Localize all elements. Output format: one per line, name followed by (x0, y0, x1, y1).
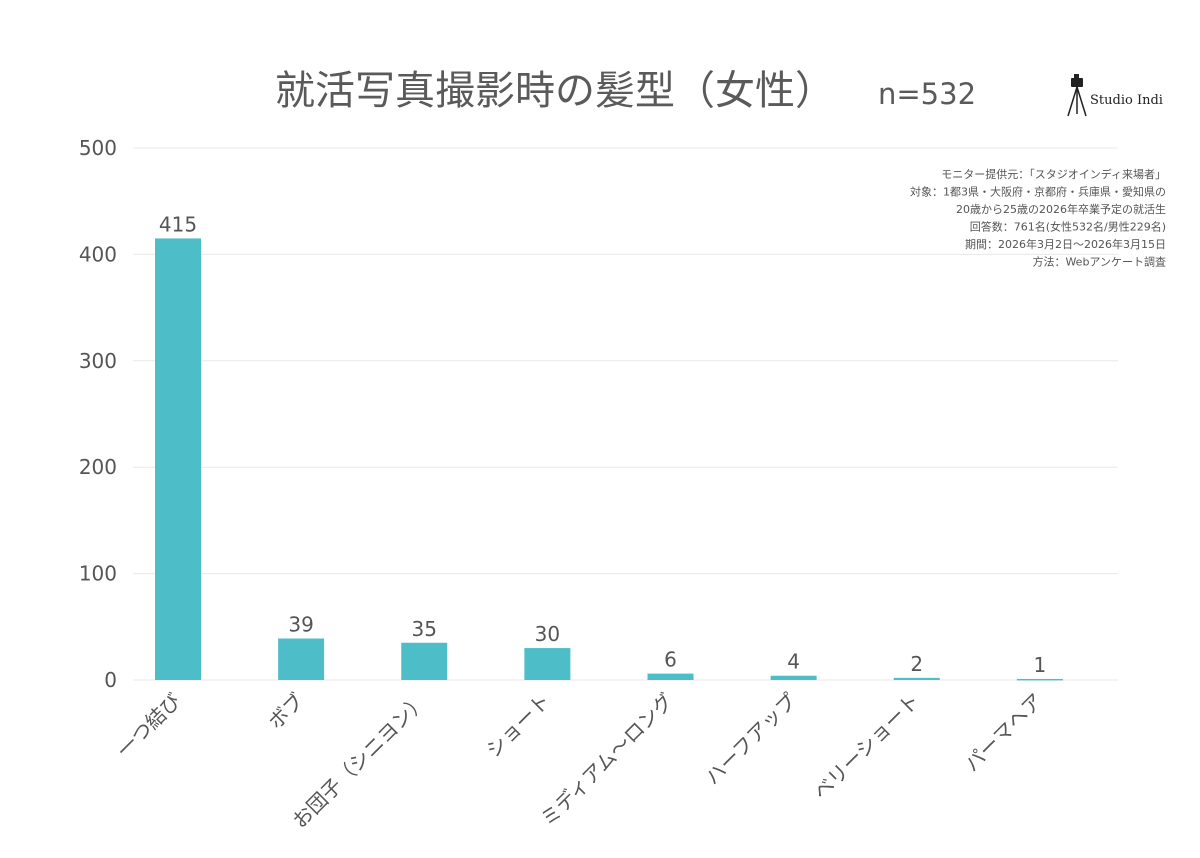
x-tick-label: お団子（シニヨン） (288, 689, 432, 833)
data-labels: 415 39 35 30 6 4 2 1 (159, 212, 1046, 676)
data-label: 39 (288, 613, 313, 637)
y-tick-label: 0 (104, 668, 117, 692)
survey-note-line: 回答数：761名(女性532名/男性229名) (970, 220, 1166, 234)
y-tick-label: 100 (79, 562, 117, 586)
bars (155, 238, 1063, 681)
logo: Studio Indi (1067, 74, 1163, 117)
survey-note-line: モニター提供元：「スタジオインディ来場者」 (941, 167, 1166, 181)
sample-size-label: n=532 (878, 77, 976, 111)
survey-note-line: 対象：1都3県・大阪府・京都府・兵庫県・愛知県の (910, 185, 1166, 199)
survey-note-line: 20歳から25歳の2026年卒業予定の就活生 (956, 202, 1166, 216)
y-tick-label: 500 (79, 136, 117, 160)
x-tick-label: ベリーショート (809, 689, 925, 805)
y-tick-label: 200 (79, 455, 117, 479)
data-label: 30 (535, 622, 560, 646)
data-label: 6 (664, 648, 677, 672)
bar (647, 673, 694, 680)
bar (524, 648, 571, 680)
bar (155, 238, 201, 680)
survey-note-line: 期間：2026年3月2日〜2026年3月15日 (965, 237, 1166, 251)
x-tick-label: 一つ結び (112, 689, 186, 763)
data-label: 35 (412, 617, 437, 641)
data-label: 415 (159, 212, 197, 236)
survey-note-line: 方法：Webアンケート調査 (1032, 255, 1166, 269)
y-axis-ticks: 0 100 200 300 400 500 (79, 136, 117, 692)
bar (278, 638, 325, 680)
bar (401, 642, 448, 680)
data-label: 2 (910, 652, 923, 676)
y-tick-label: 400 (79, 242, 117, 266)
logo-text: Studio Indi (1090, 93, 1163, 108)
x-tick-label: ハーフアップ (700, 689, 801, 790)
bar (1016, 678, 1063, 681)
chart-title: 就活写真撮影時の髪型（女性） (275, 68, 835, 114)
x-tick-label: パーマヘア (960, 689, 1048, 777)
data-label: 4 (787, 650, 800, 674)
x-tick-label: ボブ (263, 689, 308, 734)
survey-notes: モニター提供元：「スタジオインディ来場者」対象：1都3県・大阪府・京都府・兵庫県… (910, 167, 1166, 269)
bar (770, 675, 817, 680)
data-label: 1 (1034, 653, 1047, 677)
x-tick-label: ミディアム〜ロング (536, 689, 678, 831)
x-tick-label: ショート (481, 689, 555, 763)
bar (893, 677, 940, 680)
y-tick-label: 300 (79, 349, 117, 373)
camera-tripod-icon (1067, 74, 1087, 117)
